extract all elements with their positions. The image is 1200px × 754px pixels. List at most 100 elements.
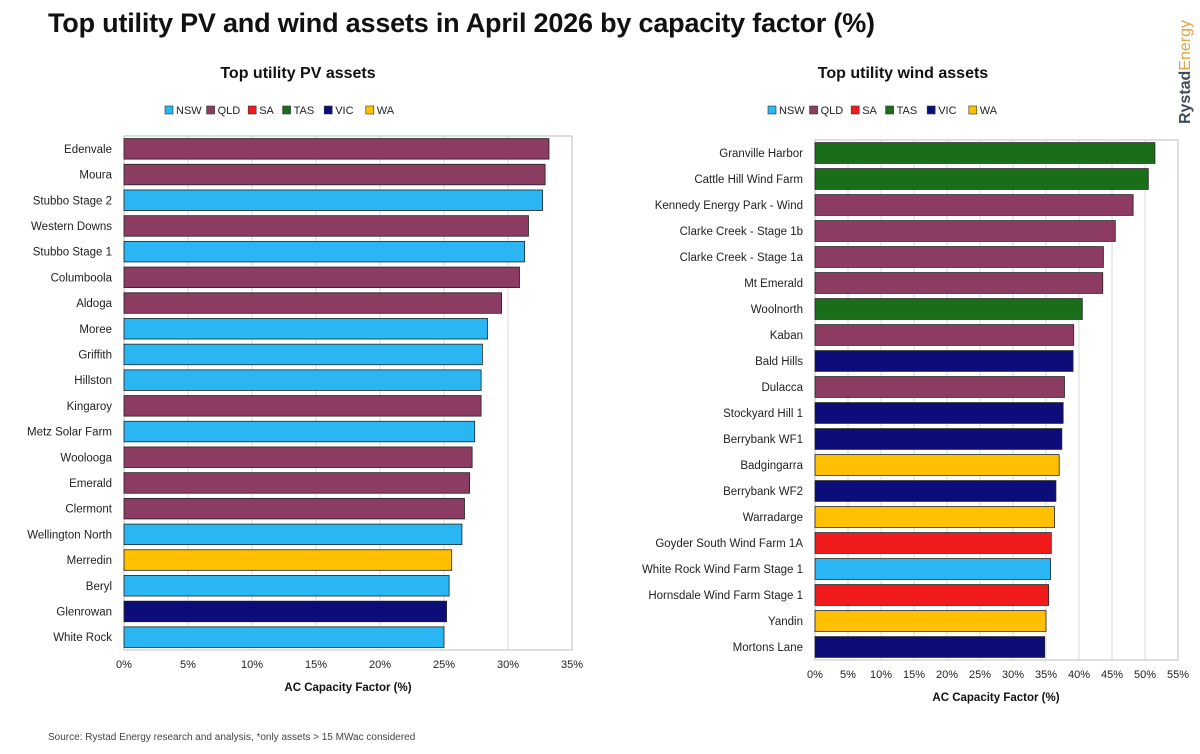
pv-legend-label-qld: QLD bbox=[218, 105, 241, 117]
pv-bar-beryl bbox=[123, 575, 450, 597]
pv-legend-swatch-tas bbox=[282, 105, 291, 115]
pv-x-tick-label: 0% bbox=[116, 659, 132, 671]
pv-category-label-metz-solar-farm: Metz Solar Farm bbox=[27, 427, 112, 439]
pv-plot-area bbox=[123, 135, 573, 651]
wind-x-tick-label: 20% bbox=[936, 669, 958, 681]
wind-category-label-granville-harbor: Granville Harbor bbox=[719, 148, 803, 160]
pv-bar-hillston bbox=[123, 369, 482, 391]
wind-bar-berrybank-wf1 bbox=[814, 428, 1063, 450]
wind-bar-berrybank-wf2 bbox=[814, 480, 1057, 502]
pv-category-label-white-rock: White Rock bbox=[53, 632, 112, 644]
pv-x-tick-label: 20% bbox=[369, 659, 391, 671]
source-note: Source: Rystad Energy research and analy… bbox=[48, 732, 416, 743]
wind-category-label-kaban: Kaban bbox=[770, 330, 803, 342]
pv-legend-label-sa: SA bbox=[259, 105, 274, 117]
wind-bar-mt-emerald bbox=[814, 272, 1104, 294]
wind-bar-woolnorth bbox=[814, 298, 1083, 320]
wind-bar-kaban bbox=[814, 324, 1075, 346]
pv-bar-stubbo-stage-2 bbox=[123, 189, 543, 211]
pv-category-label-wellington-north: Wellington North bbox=[27, 529, 112, 541]
pv-legend-swatch-wa bbox=[365, 105, 375, 115]
pv-x-tick-label: 15% bbox=[305, 659, 327, 671]
pv-category-label-kingaroy: Kingaroy bbox=[67, 401, 113, 413]
wind-x-tick-label: 40% bbox=[1068, 669, 1090, 681]
pv-category-label-columboola: Columboola bbox=[51, 272, 113, 284]
pv-category-label-edenvale: Edenvale bbox=[64, 144, 112, 156]
pv-bar-metz-solar-farm bbox=[123, 420, 476, 443]
pv-category-label-woolooga: Woolooga bbox=[60, 452, 112, 464]
wind-category-label-stockyard-hill-1: Stockyard Hill 1 bbox=[723, 408, 803, 420]
wind-x-tick-label: 45% bbox=[1101, 669, 1123, 681]
wind-x-tick-label: 55% bbox=[1167, 669, 1189, 681]
pv-x-tick-label: 10% bbox=[241, 659, 263, 671]
pv-x-axis-title: AC Capacity Factor (%) bbox=[284, 682, 411, 694]
wind-category-label-bald-hills: Bald Hills bbox=[755, 356, 803, 368]
wind-x-tick-label: 15% bbox=[903, 669, 925, 681]
wind-category-label-clarke-creek-stage-1a: Clarke Creek - Stage 1a bbox=[680, 252, 804, 264]
pv-x-tick-label: 35% bbox=[561, 659, 583, 671]
wind-bar-badgingarra bbox=[814, 454, 1060, 476]
pv-category-label-beryl: Beryl bbox=[86, 581, 112, 593]
wind-legend-swatch-wa bbox=[968, 105, 978, 115]
pv-category-label-clermont: Clermont bbox=[65, 504, 112, 516]
pv-category-label-moura: Moura bbox=[79, 170, 112, 182]
wind-bar-yandin bbox=[814, 610, 1047, 632]
pv-bar-edenvale bbox=[123, 138, 550, 160]
page-title: Top utility PV and wind assets in April … bbox=[48, 8, 875, 38]
pv-category-label-merredin: Merredin bbox=[67, 555, 112, 567]
wind-plot-area bbox=[814, 139, 1179, 661]
pv-bar-moree bbox=[123, 318, 488, 340]
wind-category-label-clarke-creek-stage-1b: Clarke Creek - Stage 1b bbox=[680, 226, 803, 238]
pv-bar-clermont bbox=[123, 497, 465, 520]
pv-category-label-emerald: Emerald bbox=[69, 478, 112, 490]
pv-x-tick-label: 30% bbox=[497, 659, 519, 671]
pv-legend-swatch-vic bbox=[323, 105, 333, 115]
pv-legend-swatch-nsw bbox=[164, 105, 174, 115]
pv-bar-columboola bbox=[123, 266, 520, 289]
wind-bar-white-rock-wind-farm-stage-1 bbox=[814, 558, 1052, 580]
wind-bar-clarke-creek-stage-1b bbox=[814, 220, 1116, 242]
pv-legend-label-vic: VIC bbox=[335, 105, 353, 117]
pv-bar-kingaroy bbox=[123, 395, 482, 417]
wind-bar-mortons-lane bbox=[814, 636, 1046, 658]
wind-x-tick-label: 10% bbox=[870, 669, 892, 681]
wind-category-label-badgingarra: Badgingarra bbox=[740, 460, 803, 472]
wind-x-axis-title: AC Capacity Factor (%) bbox=[932, 692, 1059, 704]
wind-legend-label-wa: WA bbox=[980, 105, 998, 117]
wind-category-label-warradarge: Warradarge bbox=[743, 512, 803, 524]
pv-x-tick-label: 5% bbox=[180, 659, 196, 671]
wind-bar-chart: Top utility wind assets NSW QLD SA TAS VIC WA G… bbox=[642, 65, 1189, 704]
wind-bar-goyder-south-wind-farm-1a bbox=[814, 532, 1052, 554]
pv-bar-aldoga bbox=[123, 292, 503, 314]
wind-category-label-mt-emerald: Mt Emerald bbox=[744, 278, 803, 290]
wind-legend: NSW QLD SA TAS VIC WA bbox=[767, 105, 998, 117]
wind-bar-kennedy-energy-park-wind bbox=[814, 194, 1134, 216]
wind-x-tick-label: 35% bbox=[1035, 669, 1057, 681]
pv-legend-label-nsw: NSW bbox=[176, 105, 202, 117]
wind-legend-swatch-nsw bbox=[767, 105, 777, 115]
pv-category-label-griffith: Griffith bbox=[78, 349, 112, 361]
pv-legend-label-tas: TAS bbox=[294, 105, 315, 117]
wind-x-tick-label: 25% bbox=[969, 669, 991, 681]
pv-category-label-stubbo-stage-2: Stubbo Stage 2 bbox=[33, 195, 112, 207]
wind-x-tick-label: 0% bbox=[807, 669, 823, 681]
wind-bar-bald-hills bbox=[814, 350, 1074, 372]
pv-bar-western-downs bbox=[123, 215, 529, 237]
pv-legend-swatch-qld bbox=[206, 105, 215, 115]
pv-bar-griffith bbox=[123, 343, 483, 366]
wind-legend-swatch-vic bbox=[926, 105, 936, 115]
wind-bar-cattle-hill-wind-farm bbox=[814, 168, 1149, 190]
wind-category-label-kennedy-energy-park-wind: Kennedy Energy Park - Wind bbox=[655, 200, 803, 212]
wind-category-label-cattle-hill-wind-farm: Cattle Hill Wind Farm bbox=[694, 174, 803, 186]
wind-bar-dulacca bbox=[814, 376, 1065, 398]
wind-category-label-hornsdale-wind-farm-stage-1: Hornsdale Wind Farm Stage 1 bbox=[648, 590, 803, 602]
pv-bar-chart: Top utility PV assets NSW QLD SA TAS VIC WA Ede… bbox=[27, 65, 583, 694]
wind-category-label-berrybank-wf1: Berrybank WF1 bbox=[723, 434, 803, 446]
wind-bar-warradarge bbox=[814, 506, 1055, 528]
pv-x-tick-label: 25% bbox=[433, 659, 455, 671]
wind-bar-granville-harbor bbox=[814, 142, 1156, 164]
pv-category-label-hillston: Hillston bbox=[74, 375, 112, 387]
pv-bar-white-rock bbox=[123, 626, 445, 648]
pv-legend-swatch-sa bbox=[247, 105, 257, 115]
pv-bar-moura bbox=[123, 163, 546, 186]
